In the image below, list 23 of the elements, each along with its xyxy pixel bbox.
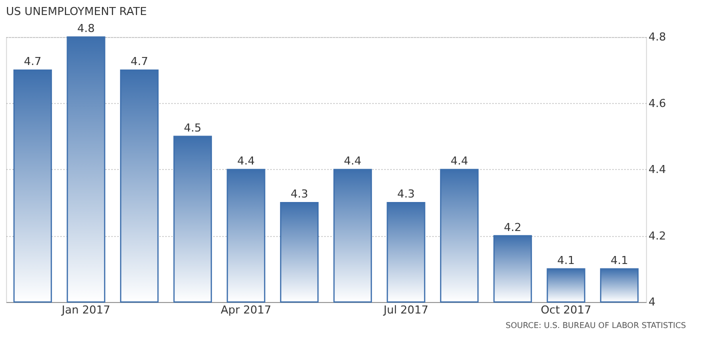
data-label: 4.7 bbox=[130, 55, 148, 68]
y-tick-label: 4.8 bbox=[648, 30, 666, 44]
x-tick-label: Apr 2017 bbox=[220, 304, 272, 316]
y-tick-label: 4.6 bbox=[648, 96, 666, 110]
data-label: 4.1 bbox=[557, 254, 575, 267]
y-tick-label: 4.2 bbox=[648, 229, 666, 242]
data-label: 4.3 bbox=[290, 188, 308, 201]
data-label: 4.4 bbox=[450, 154, 468, 168]
data-label: 4.3 bbox=[397, 188, 415, 201]
chart-title: US UNEMPLOYMENT RATE bbox=[6, 5, 147, 18]
data-label: 4.5 bbox=[184, 121, 202, 134]
data-label: 4.8 bbox=[77, 22, 95, 35]
data-label: 4.1 bbox=[610, 254, 628, 267]
data-label: 4.7 bbox=[24, 55, 42, 68]
x-tick-label: Oct 2017 bbox=[540, 304, 592, 316]
x-tick-label: Jul 2017 bbox=[382, 304, 428, 316]
y-tick-label: 4 bbox=[648, 296, 656, 308]
data-label: 4.2 bbox=[504, 220, 522, 234]
x-tick-label: Jan 2017 bbox=[60, 304, 110, 316]
y-tick-label: 4.4 bbox=[648, 163, 666, 176]
data-label: 4.4 bbox=[237, 154, 255, 168]
data-label: 4.4 bbox=[344, 154, 362, 168]
source-note: SOURCE: U.S. BUREAU OF LABOR STATISTICS bbox=[506, 321, 686, 330]
